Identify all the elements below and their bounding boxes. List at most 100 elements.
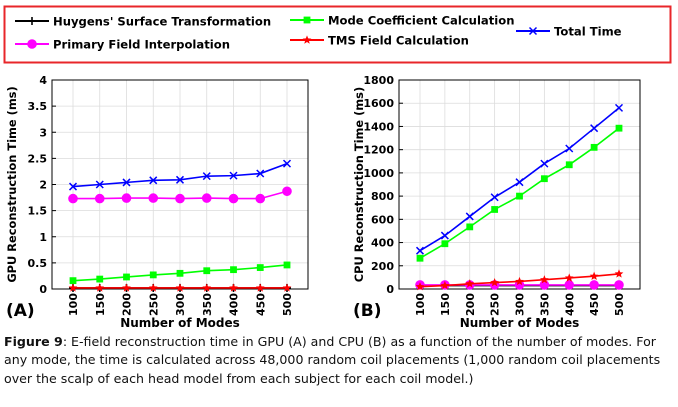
- data-point: [228, 193, 239, 204]
- x-tick-label: 150: [94, 293, 107, 316]
- y-tick-label: 400: [371, 237, 394, 250]
- data-point: [615, 124, 623, 132]
- x-tick-label: 500: [613, 293, 626, 316]
- y-axis-label: GPU Reconstruction Time (ms): [5, 86, 19, 282]
- data-point: [590, 124, 599, 133]
- data-point: [614, 269, 624, 278]
- y-tick-label: 1400: [363, 120, 394, 133]
- figure-label: Figure 9: [4, 334, 63, 349]
- data-point: [283, 261, 291, 269]
- figure-caption: Figure 9: E-field reconstruction time in…: [4, 333, 676, 388]
- y-axis-label: CPU Reconstruction Time (ms): [352, 87, 366, 282]
- legend-marker: [28, 17, 36, 25]
- chart-panel-a: 0 0.5 1 1.5 2 2.5 3 3.5 4 100 150 200 250 300 350 400 45…: [5, 74, 309, 330]
- series-mode-coefficient-calculation: [416, 124, 623, 262]
- x-tick-label: 300: [174, 293, 187, 316]
- series-mode-coefficient-calculation: [69, 261, 291, 285]
- y-tick-label: 1000: [363, 167, 394, 180]
- data-point: [255, 193, 266, 204]
- y-tick-label: 0: [386, 283, 394, 296]
- y-tick-label: 2.5: [28, 152, 48, 165]
- y-tick-label: 600: [371, 213, 394, 226]
- data-point: [465, 279, 475, 288]
- data-point: [148, 193, 159, 203]
- data-point: [282, 186, 292, 197]
- y-tick-label: 4: [39, 74, 47, 87]
- data-point: [589, 280, 599, 290]
- data-point: [230, 266, 237, 274]
- legend-label: Huygens' Surface Transformation: [53, 15, 271, 29]
- data-point: [94, 193, 105, 204]
- x-tick-label: 450: [254, 293, 267, 316]
- data-point: [148, 283, 158, 292]
- data-point: [415, 282, 425, 291]
- data-point: [440, 231, 449, 240]
- series-tms-field-calculation: [415, 269, 624, 291]
- x-tick-label: 200: [121, 293, 134, 316]
- data-point: [565, 144, 574, 153]
- data-point: [282, 159, 292, 168]
- data-point: [490, 278, 499, 287]
- series-tms-field-calculation: [68, 283, 292, 292]
- data-point: [95, 283, 105, 292]
- series-primary-field-interpolation: [68, 186, 292, 204]
- figure: Huygens' Surface Transformation Primary F…: [3, 5, 672, 330]
- x-tick-label: 200: [464, 293, 477, 316]
- data-point: [149, 176, 158, 185]
- legend-label: Total Time: [554, 25, 622, 39]
- legend-item: Mode Coefficient Calculation: [290, 14, 514, 28]
- x-tick-label: 350: [538, 293, 551, 316]
- panel-label: (B): [353, 301, 382, 321]
- data-point: [229, 171, 238, 180]
- legend: Huygens' Surface Transformation Primary F…: [15, 14, 622, 52]
- legend-marker: [27, 39, 37, 49]
- data-point: [202, 283, 212, 292]
- data-point: [121, 193, 132, 203]
- x-tick-label: 100: [67, 293, 80, 316]
- y-tick-label: 1: [39, 231, 47, 244]
- data-point: [256, 264, 264, 271]
- legend-marker: [302, 35, 312, 44]
- data-point: [490, 193, 499, 202]
- x-tick-label: 400: [563, 293, 576, 316]
- legend-marker: [528, 26, 538, 36]
- data-point: [415, 246, 425, 255]
- y-tick-label: 0: [39, 283, 47, 296]
- legend-marker: [303, 16, 311, 24]
- chart-panel-b: 0 200 400 600 800 1000 1200 1400 1600 1800 100 150 2…: [352, 74, 641, 330]
- y-tick-label: 800: [371, 190, 394, 203]
- data-point: [68, 283, 78, 292]
- data-point: [416, 254, 424, 262]
- data-point: [491, 206, 499, 213]
- data-point: [175, 283, 185, 292]
- y-tick-label: 0.5: [28, 257, 48, 270]
- y-tick-label: 3.5: [28, 100, 48, 113]
- data-point: [201, 193, 212, 203]
- data-point: [590, 143, 598, 151]
- y-tick-label: 1200: [363, 144, 394, 157]
- y-tick-label: 3: [39, 126, 47, 139]
- data-point: [465, 212, 474, 221]
- x-tick-label: 400: [228, 293, 241, 316]
- data-point: [149, 271, 157, 279]
- data-point: [564, 280, 575, 290]
- data-point: [441, 240, 449, 248]
- x-tick-label: 100: [414, 293, 427, 316]
- data-point: [255, 283, 265, 292]
- x-axis-label: Number of Modes: [460, 316, 580, 330]
- data-point: [282, 283, 292, 292]
- legend-item: Huygens' Surface Transformation: [15, 15, 271, 29]
- data-point: [540, 275, 549, 284]
- legend-item: TMS Field Calculation: [290, 34, 469, 48]
- data-point: [95, 180, 104, 189]
- data-point: [96, 275, 104, 283]
- x-tick-label: 250: [489, 293, 502, 316]
- y-tick-label: 1.5: [28, 205, 48, 218]
- series-total-time: [68, 159, 292, 191]
- data-point: [175, 193, 185, 204]
- data-point: [565, 161, 573, 169]
- x-tick-label: 500: [281, 293, 294, 316]
- data-point: [68, 193, 78, 204]
- data-point: [614, 103, 624, 112]
- y-tick-label: 1800: [363, 74, 394, 87]
